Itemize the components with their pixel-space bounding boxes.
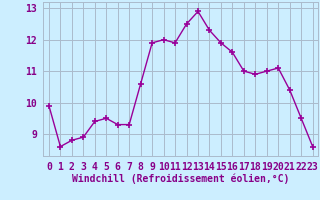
X-axis label: Windchill (Refroidissement éolien,°C): Windchill (Refroidissement éolien,°C) (72, 174, 290, 184)
